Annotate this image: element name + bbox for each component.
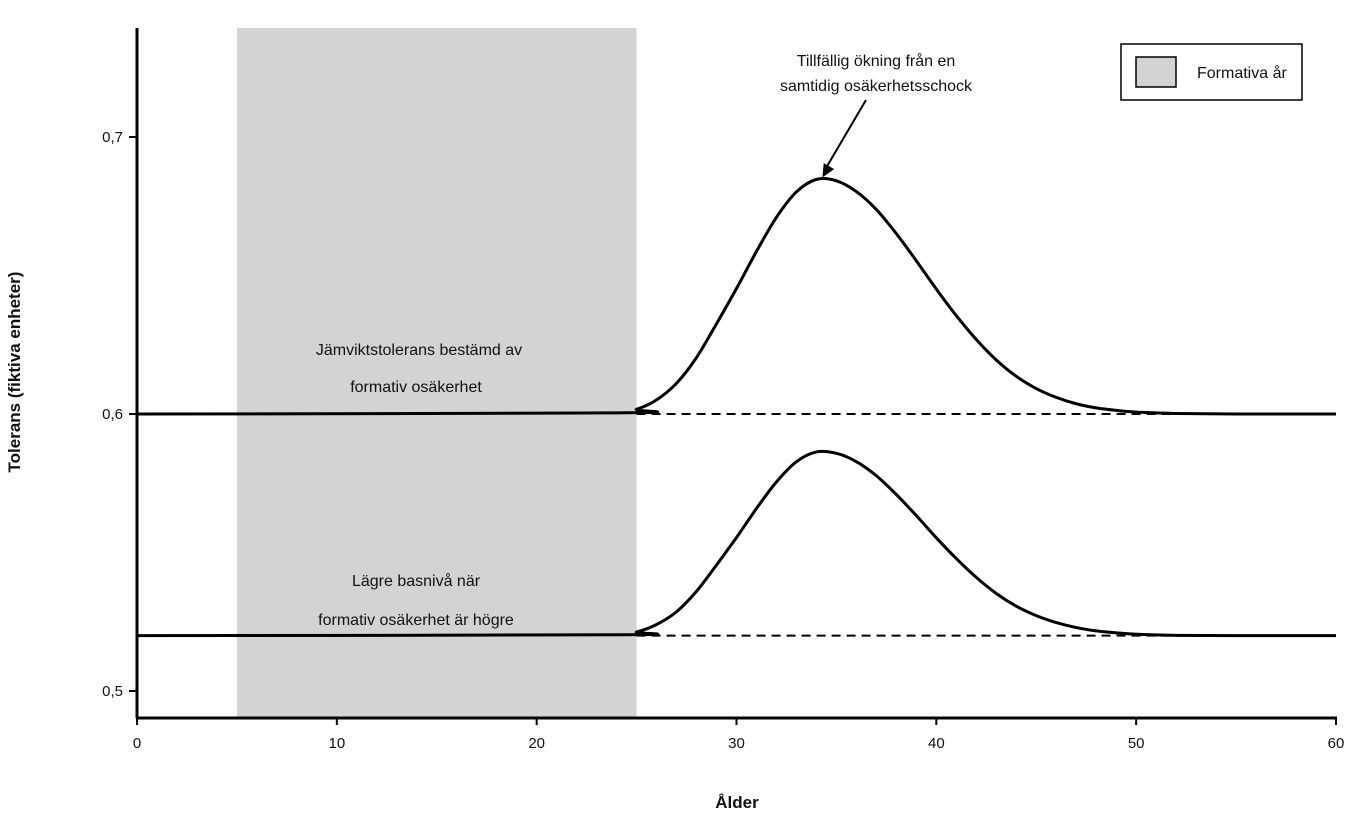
x-tick-label: 50 — [1128, 735, 1145, 752]
y-tick-label: 0,6 — [102, 406, 123, 423]
x-tick-label: 10 — [328, 735, 345, 752]
lower-annotation-line1: Lägre basnivå när — [352, 572, 481, 590]
legend-swatch-formative-years — [1135, 56, 1177, 88]
x-tick-label: 20 — [528, 735, 545, 752]
formative-years-region — [236, 28, 637, 718]
y-axis-label: Tolerans (fiktiva enheter) — [5, 272, 24, 473]
series-lines — [136, 176, 1337, 638]
shock-annotation-line1: Tillfällig ökning från en — [797, 52, 956, 70]
shock-arrow — [822, 99, 867, 178]
x-ticks: 0 10 20 30 40 50 60 — [133, 718, 1345, 752]
upper-annotation-line1: Jämviktstolerans bestämd av — [316, 342, 522, 359]
baselines — [636, 413, 1336, 637]
upper-annotation-line2: formativ osäkerhet — [350, 379, 482, 396]
y-tick-label: 0,5 — [102, 683, 123, 700]
legend-label-formative-years: Formativa år — [1197, 64, 1287, 82]
series-line-0 — [136, 176, 1337, 416]
x-tick-label: 30 — [728, 735, 745, 752]
x-tick-label: 60 — [1328, 735, 1345, 752]
y-tick-label: 0,7 — [102, 129, 123, 146]
y-ticks: 0,5 0,6 0,7 — [102, 129, 137, 700]
legend: Formativa år — [1120, 43, 1303, 101]
x-tick-label: 0 — [133, 735, 141, 752]
lower-annotation-line2: formativ osäkerhet är högre — [318, 612, 514, 629]
shock-annotation-line2: samtidig osäkerhetsschock — [780, 78, 973, 95]
series-line-1 — [136, 449, 1337, 638]
x-axis-label: Ålder — [715, 793, 759, 812]
x-tick-label: 40 — [928, 735, 945, 752]
